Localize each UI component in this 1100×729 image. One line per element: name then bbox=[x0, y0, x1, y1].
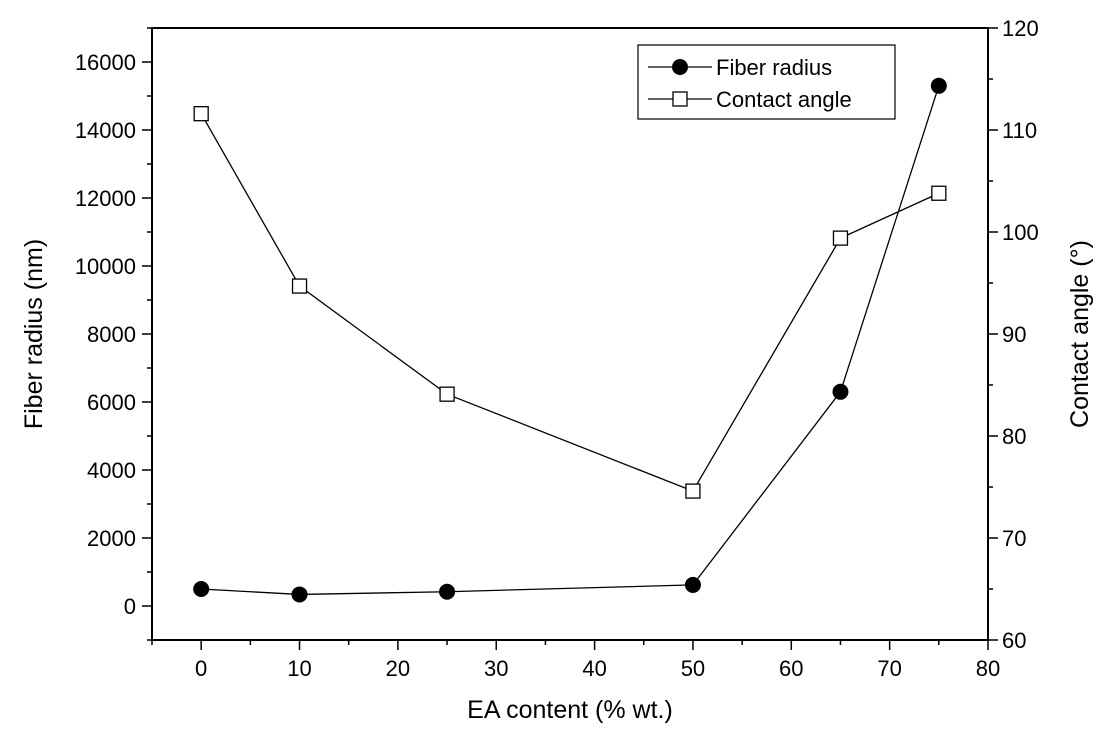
x-tick-label: 70 bbox=[877, 656, 901, 681]
x-tick-label: 10 bbox=[287, 656, 311, 681]
y-right-tick-label: 120 bbox=[1002, 16, 1039, 41]
x-tick-label: 30 bbox=[484, 656, 508, 681]
x-tick-label: 60 bbox=[779, 656, 803, 681]
ticks-layer: 0 10 20 30 40 50 60 70 80 0 2000 4000 6000 8000 10000 1… bbox=[75, 16, 1039, 681]
legend-marker-contact-angle bbox=[672, 91, 688, 107]
x-tick-label: 20 bbox=[386, 656, 410, 681]
series-line-contact-angle bbox=[200, 113, 940, 492]
legend-marker-fiber-radius bbox=[672, 59, 688, 75]
legend-item-fiber-radius: Fiber radius bbox=[648, 55, 832, 80]
legend: Fiber radius Contact angle bbox=[637, 44, 896, 120]
data-point-fiber-radius bbox=[684, 576, 701, 593]
y-right-tick-label: 100 bbox=[1002, 220, 1039, 245]
legend-label-fiber-radius: Fiber radius bbox=[716, 55, 832, 80]
y-axis-right-title: Contact angle (°) bbox=[1066, 240, 1094, 428]
legend-item-contact-angle: Contact angle bbox=[648, 87, 852, 112]
y-left-tick-label: 12000 bbox=[75, 186, 136, 211]
y-right-tick-label: 80 bbox=[1002, 424, 1026, 449]
data-point-contact-angle bbox=[291, 278, 308, 294]
series-markers bbox=[193, 77, 947, 603]
plot-frame bbox=[151, 27, 989, 641]
y-left-tick-label: 2000 bbox=[87, 526, 136, 551]
legend-label-contact-angle: Contact angle bbox=[716, 87, 852, 112]
x-tick-label: 80 bbox=[976, 656, 1000, 681]
data-point-fiber-radius bbox=[930, 77, 947, 94]
x-axis-title: EA content (% wt.) bbox=[467, 696, 673, 724]
x-tick-label: 40 bbox=[582, 656, 606, 681]
series-line-fiber-radius bbox=[201, 85, 940, 596]
x-tick-label: 50 bbox=[681, 656, 705, 681]
series-lines bbox=[200, 85, 940, 596]
y-left-tick-label: 0 bbox=[124, 594, 136, 619]
y-left-tick-label: 4000 bbox=[87, 458, 136, 483]
data-point-contact-angle bbox=[439, 386, 455, 402]
x-tick-label: 0 bbox=[195, 656, 207, 681]
data-point-contact-angle bbox=[931, 185, 947, 201]
y-left-tick-label: 10000 bbox=[75, 254, 136, 279]
data-point-fiber-radius bbox=[832, 383, 849, 400]
y-left-tick-label: 6000 bbox=[87, 390, 136, 415]
data-point-fiber-radius bbox=[291, 586, 308, 603]
y-right-tick-label: 90 bbox=[1002, 322, 1026, 347]
y-left-tick-label: 14000 bbox=[75, 118, 136, 143]
y-right-tick-label: 60 bbox=[1002, 628, 1026, 653]
data-point-fiber-radius bbox=[439, 583, 456, 600]
y-axis-left-title: Fiber radius (nm) bbox=[20, 239, 48, 429]
y-left-tick-label: 16000 bbox=[75, 50, 136, 75]
data-point-contact-angle bbox=[832, 230, 849, 246]
data-point-contact-angle bbox=[193, 106, 209, 122]
y-left-tick-label: 8000 bbox=[87, 322, 136, 347]
y-right-tick-label: 70 bbox=[1002, 526, 1026, 551]
data-point-contact-angle bbox=[685, 483, 701, 499]
data-point-fiber-radius bbox=[193, 581, 210, 597]
y-right-tick-label: 110 bbox=[1002, 118, 1037, 143]
legend-box bbox=[637, 44, 896, 120]
